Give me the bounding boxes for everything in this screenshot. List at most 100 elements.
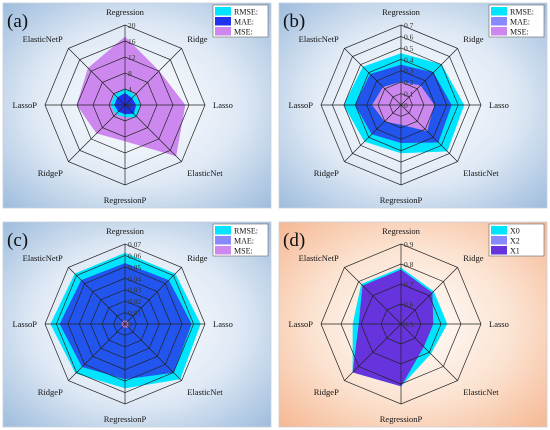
legend-label: MAE: xyxy=(234,18,254,27)
radar-panel: (d) 0.9 0.8 0.7 0.6 0.5 Regression Ridge Lasso El… xyxy=(278,221,548,428)
axis-label: RegressionP xyxy=(104,414,147,424)
axis-label: Ridge xyxy=(463,253,484,263)
tick-label: 0.5 xyxy=(404,320,414,329)
tick-label: 0.7 xyxy=(404,280,414,289)
axis-label: Regression xyxy=(382,226,421,236)
axis-label: RegressionP xyxy=(380,414,423,424)
axis-label: Ridge xyxy=(187,34,208,44)
axis-label: Ridge xyxy=(187,253,208,263)
tick-label: 0 xyxy=(128,101,132,110)
radar-panel: (a) 20 16 12 8 4 0 Regression Ridge Lasso ElasticN… xyxy=(2,2,272,209)
axis-label: ElasticNet xyxy=(463,168,499,178)
tick-label: 0.7 xyxy=(404,21,414,30)
legend-label: X1 xyxy=(510,247,520,256)
axis-spoke xyxy=(344,104,402,162)
panel-letter: (d) xyxy=(283,230,305,251)
tick-label: 0.05 xyxy=(128,263,141,272)
tick-label: 0.02 xyxy=(128,297,141,306)
axis-label: Lasso xyxy=(489,319,509,329)
radar-panel: (b) 0.7 0.6 0.5 0.4 0.3 0.2 0.1 0 Regression Ridge… xyxy=(278,2,548,209)
axis-label: LassoP xyxy=(12,319,37,329)
panel-letter: (c) xyxy=(7,230,28,251)
axis-label: LassoP xyxy=(288,100,313,110)
axis-label: Ridge xyxy=(463,34,484,44)
legend-swatch xyxy=(215,7,231,16)
tick-label: 20 xyxy=(128,21,136,30)
axis-spoke xyxy=(400,323,458,381)
axis-spoke xyxy=(124,48,182,106)
panel-letter: (b) xyxy=(283,11,305,32)
tick-label: 0.07 xyxy=(128,240,141,249)
axis-spoke xyxy=(344,323,402,381)
axis-label: LassoP xyxy=(12,100,37,110)
axis-label: Regression xyxy=(106,7,145,17)
legend-label: MSE: xyxy=(234,28,253,37)
tick-label: 0.01 xyxy=(128,309,141,318)
axis-label: ElasticNetP xyxy=(299,34,339,44)
tick-label: 12 xyxy=(128,53,136,62)
tick-label: 0.5 xyxy=(404,44,414,53)
axis-label: RidgeP xyxy=(38,387,63,397)
tick-label: 0.9 xyxy=(404,240,414,249)
tick-label: 0.2 xyxy=(404,78,414,87)
legend-label: MSE: xyxy=(234,247,253,256)
tick-label: 0.1 xyxy=(404,90,414,99)
tick-label: 0.6 xyxy=(404,32,414,41)
axis-label: Lasso xyxy=(213,319,233,329)
legend-swatch xyxy=(215,226,231,235)
legend-swatch xyxy=(491,226,507,235)
panel-letter: (a) xyxy=(7,11,28,32)
tick-label: 0.8 xyxy=(404,260,414,269)
legend-label: RMSE: xyxy=(510,8,534,17)
legend-swatch xyxy=(215,246,231,255)
axis-spoke xyxy=(68,104,126,162)
axis-spoke xyxy=(124,323,182,381)
axis-spoke xyxy=(124,104,182,162)
legend-label: MAE: xyxy=(510,18,530,27)
axis-label: Regression xyxy=(382,7,421,17)
axis-label: RidgeP xyxy=(38,168,63,178)
tick-label: 0 xyxy=(128,320,132,329)
legend-swatch xyxy=(491,7,507,16)
legend-swatch xyxy=(491,236,507,245)
legend-swatch xyxy=(215,27,231,36)
axis-spoke xyxy=(68,323,126,381)
legend-label: RMSE: xyxy=(234,8,258,17)
axis-label: RidgeP xyxy=(314,387,339,397)
tick-label: 16 xyxy=(128,37,136,46)
radar-panel: (c) 0.07 0.06 0.05 0.04 0.03 0.02 0.01 0 Regressi… xyxy=(2,221,272,428)
legend-swatch xyxy=(215,17,231,26)
axis-label: Regression xyxy=(106,226,145,236)
axis-label: ElasticNet xyxy=(187,387,223,397)
axis-label: LassoP xyxy=(288,319,313,329)
legend-swatch xyxy=(491,246,507,255)
axis-spoke xyxy=(124,267,182,325)
tick-label: 0.06 xyxy=(128,251,141,260)
tick-label: 0.04 xyxy=(128,274,141,283)
legend-swatch xyxy=(491,27,507,36)
axis-label: Lasso xyxy=(489,100,509,110)
axis-label: ElasticNet xyxy=(463,387,499,397)
tick-label: 8 xyxy=(128,69,132,78)
axis-label: RidgeP xyxy=(314,168,339,178)
legend-label: RMSE: xyxy=(234,227,258,236)
axis-label: RegressionP xyxy=(104,195,147,205)
axis-spoke xyxy=(344,267,402,325)
axis-label: ElasticNetP xyxy=(23,253,63,263)
tick-label: 4 xyxy=(128,85,132,94)
axis-label: RegressionP xyxy=(380,195,423,205)
legend-swatch xyxy=(491,17,507,26)
legend-label: X2 xyxy=(510,237,520,246)
tick-label: 0.4 xyxy=(404,55,414,64)
tick-label: 0.03 xyxy=(128,286,141,295)
axis-spoke xyxy=(400,267,458,325)
axis-spoke xyxy=(344,48,402,106)
axis-label: ElasticNetP xyxy=(23,34,63,44)
axis-spoke xyxy=(400,104,458,162)
legend-label: MSE: xyxy=(510,28,529,37)
legend-label: X0 xyxy=(510,227,520,236)
axis-label: ElasticNetP xyxy=(299,253,339,263)
legend-label: MAE: xyxy=(234,237,254,246)
axis-spoke xyxy=(68,267,126,325)
